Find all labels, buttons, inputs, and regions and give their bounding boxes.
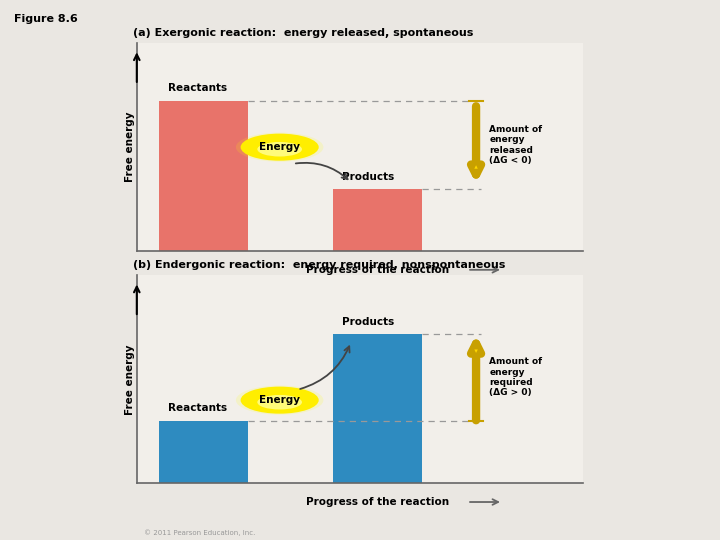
Ellipse shape <box>236 133 323 161</box>
Ellipse shape <box>236 386 323 415</box>
Bar <box>159 102 248 251</box>
Text: Figure 8.6: Figure 8.6 <box>14 14 78 24</box>
Ellipse shape <box>242 134 317 160</box>
Ellipse shape <box>257 142 302 157</box>
Text: (b) Endergonic reaction:  energy required, nonspontaneous: (b) Endergonic reaction: energy required… <box>133 260 505 270</box>
Text: Amount of
energy
required
(ΔG > 0): Amount of energy required (ΔG > 0) <box>490 357 543 397</box>
Bar <box>159 421 248 483</box>
Text: Products: Products <box>342 318 395 327</box>
Text: © 2011 Pearson Education, Inc.: © 2011 Pearson Education, Inc. <box>144 529 256 536</box>
Bar <box>333 188 423 251</box>
Text: Reactants: Reactants <box>168 83 228 93</box>
Text: Energy: Energy <box>259 142 300 152</box>
Ellipse shape <box>257 395 302 409</box>
Text: Progress of the reaction: Progress of the reaction <box>307 265 449 275</box>
Text: Reactants: Reactants <box>168 403 228 413</box>
Bar <box>333 334 423 483</box>
Text: Amount of
energy
released
(ΔG < 0): Amount of energy released (ΔG < 0) <box>490 125 543 165</box>
Ellipse shape <box>240 387 319 414</box>
Y-axis label: Free energy: Free energy <box>125 112 135 183</box>
Ellipse shape <box>240 133 319 161</box>
Text: (a) Exergonic reaction:  energy released, spontaneous: (a) Exergonic reaction: energy released,… <box>133 28 474 38</box>
Ellipse shape <box>242 388 317 413</box>
Text: Energy: Energy <box>259 395 300 405</box>
Y-axis label: Free energy: Free energy <box>125 344 135 415</box>
Text: Products: Products <box>342 172 395 183</box>
Ellipse shape <box>248 137 311 158</box>
Text: Progress of the reaction: Progress of the reaction <box>307 497 449 507</box>
Ellipse shape <box>248 390 311 410</box>
